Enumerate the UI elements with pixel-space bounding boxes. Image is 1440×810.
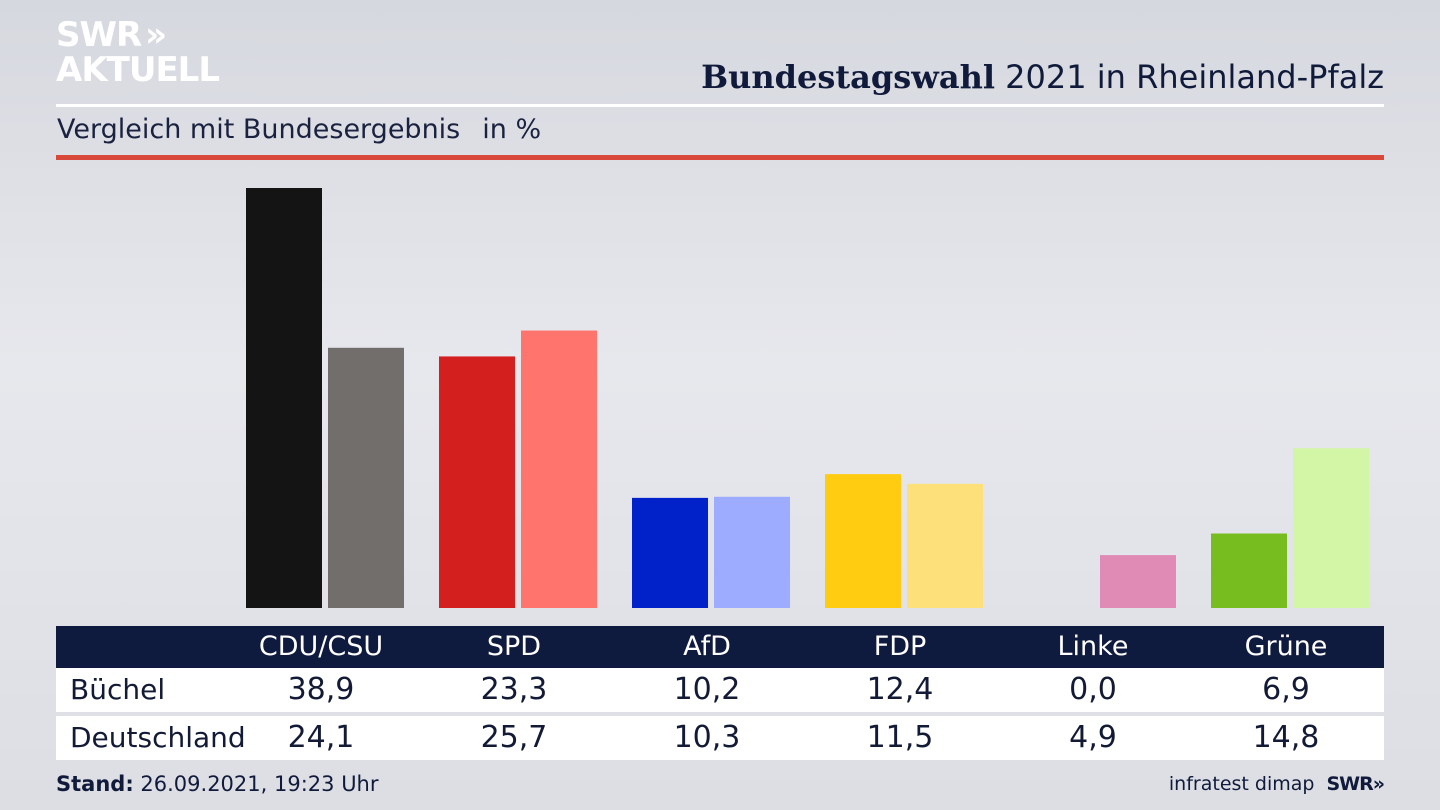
timestamp-label: Stand: bbox=[56, 772, 134, 796]
table-cell: 4,9 bbox=[1069, 720, 1117, 755]
timestamp: Stand: 26.09.2021, 19:23 Uhr bbox=[56, 772, 379, 796]
chart-subtitle: Vergleich mit Bundesergebnis in % bbox=[57, 114, 541, 145]
row-label-buechel: Büchel bbox=[70, 673, 166, 706]
swr-aktuell-logo: SWR» AKTUELL bbox=[56, 15, 220, 90]
unit-label: in % bbox=[482, 114, 542, 145]
table-header-row: CDU/CSU SPD AfD FDP Linke Grüne bbox=[56, 626, 1384, 668]
table-row: Büchel 38,9 23,3 10,2 12,4 0,0 6,9 bbox=[56, 668, 1384, 712]
table-cell: 11,5 bbox=[866, 720, 934, 755]
header-divider bbox=[56, 104, 1384, 107]
column-header-gruene: Grüne bbox=[1244, 631, 1328, 662]
table-cell: 38,9 bbox=[287, 672, 355, 707]
table-cell: 14,8 bbox=[1252, 720, 1320, 755]
table-cell: 23,3 bbox=[480, 672, 548, 707]
bar-chart bbox=[246, 188, 1369, 608]
table-cell: 24,1 bbox=[287, 720, 355, 755]
page-title: Bundestagswahl 2021 in Rheinland-Pfalz bbox=[701, 58, 1384, 96]
bar-cdu-csu-b-chel bbox=[246, 188, 322, 608]
subtitle-text: Vergleich mit Bundesergebnis bbox=[57, 114, 461, 145]
table-cell: 0,0 bbox=[1069, 672, 1117, 707]
table-cell: 10,2 bbox=[673, 672, 741, 707]
bar-cdu-csu-deutschland bbox=[328, 347, 404, 608]
row-label-deutschland: Deutschland bbox=[70, 721, 246, 754]
bar-afd-deutschland bbox=[714, 496, 790, 608]
bar-fdp-b-chel bbox=[825, 474, 901, 608]
bar-afd-b-chel bbox=[632, 497, 708, 608]
bar-fdp-deutschland bbox=[907, 483, 983, 608]
logo-aktuell-text: AKTUELL bbox=[56, 50, 220, 90]
column-header-cdu-csu: CDU/CSU bbox=[258, 631, 384, 662]
accent-divider bbox=[56, 155, 1384, 160]
column-header-spd: SPD bbox=[486, 631, 542, 662]
bar-gr-ne-b-chel bbox=[1211, 533, 1287, 608]
source-credit: infratest dimap SWR» bbox=[1168, 773, 1385, 795]
bar-spd-b-chel bbox=[439, 356, 515, 608]
bar-spd-deutschland bbox=[521, 330, 597, 608]
source-text: infratest dimap bbox=[1168, 773, 1315, 795]
table-cell: 12,4 bbox=[866, 672, 934, 707]
table-cell: 6,9 bbox=[1262, 672, 1310, 707]
bar-gr-ne-deutschland bbox=[1293, 448, 1369, 608]
column-header-fdp: FDP bbox=[873, 631, 927, 662]
bar-linke-deutschland bbox=[1100, 555, 1176, 608]
column-header-afd: AfD bbox=[683, 631, 731, 662]
table-cell: 25,7 bbox=[480, 720, 548, 755]
page-title-bold: Bundestagswahl bbox=[701, 58, 995, 96]
swr-brand-mark: SWR» bbox=[1326, 773, 1385, 795]
logo-swr-text: SWR bbox=[56, 15, 142, 55]
table-row: Deutschland 24,1 25,7 10,3 11,5 4,9 14,8 bbox=[56, 716, 1384, 760]
page-title-rest: 2021 in Rheinland-Pfalz bbox=[1005, 58, 1384, 96]
results-table: CDU/CSU SPD AfD FDP Linke Grüne Büchel 3… bbox=[56, 626, 1384, 760]
timestamp-value: 26.09.2021, 19:23 Uhr bbox=[140, 772, 379, 796]
column-header-linke: Linke bbox=[1057, 631, 1129, 662]
table-cell: 10,3 bbox=[673, 720, 741, 755]
